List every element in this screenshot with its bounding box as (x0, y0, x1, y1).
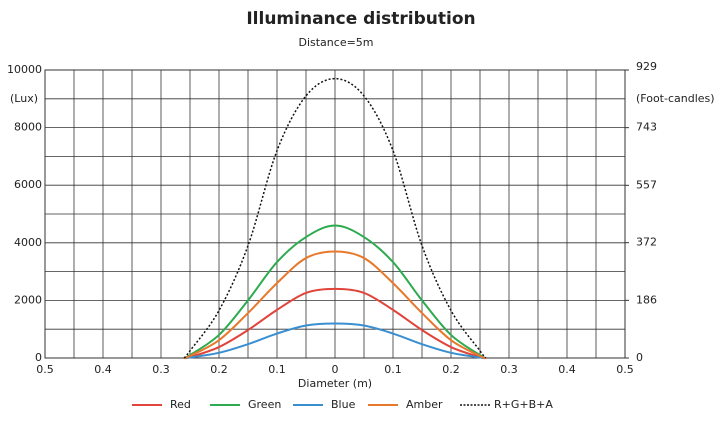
y2-tick-label: 0 (636, 351, 643, 364)
legend-label: Amber (406, 398, 443, 411)
plot-frame (44, 69, 626, 359)
x-tick-label: 0.2 (442, 363, 460, 376)
x-tick-label: 0.1 (384, 363, 402, 376)
y2-tick-label: 929 (636, 60, 657, 73)
y-axis-label: (Lux) (10, 92, 38, 105)
chart-title: Illuminance distribution (246, 9, 475, 29)
series-line (183, 224, 487, 359)
y-tick-label: 0 (35, 351, 42, 364)
y-tick-label: 10000 (7, 63, 42, 76)
series-line (183, 77, 487, 359)
x-tick-label: 0.4 (558, 363, 576, 376)
y-tick-label: 2000 (14, 293, 42, 306)
series-line (183, 250, 487, 359)
x-tick-label: 0.2 (210, 363, 228, 376)
y2-tick-label: 372 (636, 236, 657, 249)
x-tick-label: 0.5 (616, 363, 634, 376)
x-tick-label: 0.4 (94, 363, 112, 376)
legend-label: Blue (331, 398, 356, 411)
y2-tick-label: 743 (636, 121, 657, 134)
x-axis-label: Diameter (m) (298, 377, 372, 390)
x-tick-label: 0.5 (36, 363, 54, 376)
legend-label: R+G+B+A (494, 398, 553, 411)
y-tick-label: 4000 (14, 236, 42, 249)
y-tick-label: 8000 (14, 121, 42, 134)
x-tick-label: 0 (332, 363, 339, 376)
y2-tick-label: 186 (636, 293, 657, 306)
series-line (184, 322, 486, 360)
x-tick-label: 0.3 (500, 363, 518, 376)
y2-tick-label: 557 (636, 178, 657, 191)
x-tick-label: 0.1 (268, 363, 286, 376)
x-tick-label: 0.3 (152, 363, 170, 376)
legend-label: Green (248, 398, 281, 411)
y2-axis-label: (Foot-candles) (636, 92, 715, 105)
legend-label: Red (170, 398, 191, 411)
chart-subtitle: Distance=5m (298, 36, 373, 49)
y-tick-label: 6000 (14, 178, 42, 191)
series-line (184, 287, 486, 360)
